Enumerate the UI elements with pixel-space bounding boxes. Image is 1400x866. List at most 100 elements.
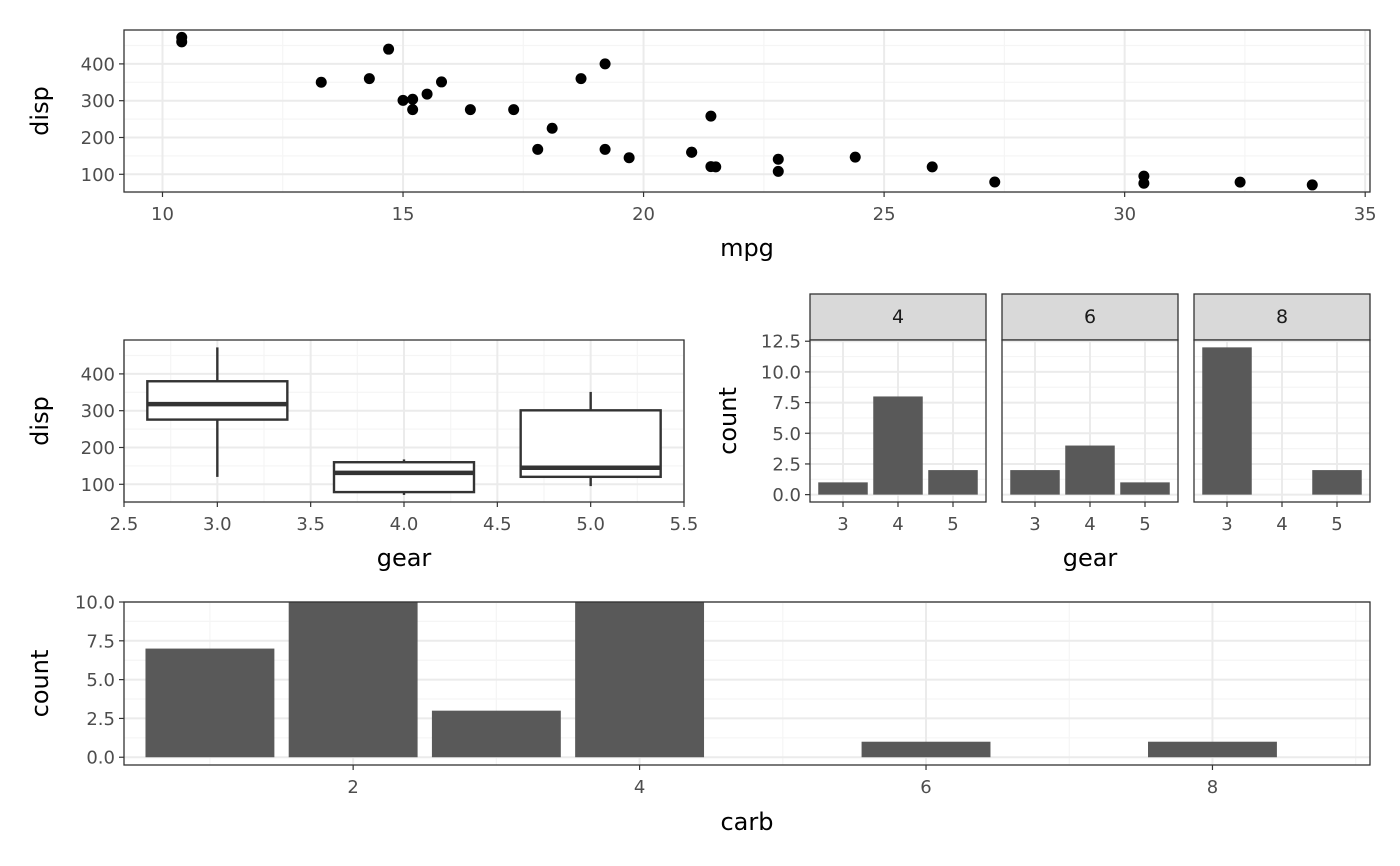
x-tick-label: 20 — [632, 204, 655, 225]
panel-border — [123, 601, 1371, 766]
bar — [818, 482, 868, 495]
y-tick-label: 12.5 — [761, 332, 801, 353]
x-tick-label: 5 — [947, 514, 958, 535]
x-tick-label: 5 — [1139, 514, 1150, 535]
scatter-mpg-disp: 100 200 300 400 10 15 20 25 30 35 mpg disp — [26, 29, 1377, 262]
y-tick-label: 300 — [81, 91, 115, 112]
x-tick-label: 5.5 — [670, 514, 699, 535]
scatter-point — [686, 146, 698, 158]
y-tick-label: 5.0 — [86, 670, 115, 691]
y-tick-label: 7.5 — [86, 631, 115, 652]
scatter-point — [772, 165, 784, 177]
x-tick-label: 3 — [837, 514, 848, 535]
panel-border — [123, 29, 1371, 193]
facet-strip-label: 6 — [1084, 306, 1096, 328]
scatter-point — [407, 104, 419, 116]
y-tick-label: 10.0 — [75, 593, 115, 614]
x-tick-label: 3 — [1029, 514, 1040, 535]
scatter-point — [532, 143, 544, 155]
x-tick-label: 30 — [1113, 204, 1136, 225]
box-body — [146, 380, 289, 421]
facet-strip-label: 4 — [892, 306, 904, 328]
y-tick-label: 5.0 — [772, 424, 801, 445]
x-tick-label: 25 — [873, 204, 896, 225]
y-tick-label: 200 — [81, 128, 115, 149]
x-tick-label: 5.0 — [576, 514, 605, 535]
scatter-point — [575, 73, 587, 85]
facet-strip-label: 8 — [1276, 306, 1288, 328]
bar — [928, 470, 978, 495]
bar — [1148, 741, 1277, 758]
scatter-point — [176, 36, 188, 48]
scatter-point — [464, 104, 476, 116]
scatter-point — [989, 176, 1001, 188]
bar — [1202, 347, 1252, 495]
panel-background — [124, 30, 1370, 192]
x-tick-label: 10 — [151, 204, 174, 225]
scatter-point — [705, 161, 717, 173]
x-axis-label: mpg — [720, 234, 774, 262]
bar — [431, 710, 561, 758]
bar — [145, 648, 275, 758]
x-tick-label: 2 — [347, 777, 358, 798]
bar — [1120, 482, 1170, 495]
scatter-point — [407, 93, 419, 105]
facet-strip — [1001, 293, 1179, 341]
x-tick-label: 4 — [1276, 514, 1287, 535]
y-tick-label: 2.5 — [772, 454, 801, 475]
scatter-point — [436, 76, 448, 88]
scatter-point — [1138, 170, 1150, 182]
x-tick-label: 5 — [1331, 514, 1342, 535]
scatter-point — [315, 76, 327, 88]
bar — [288, 602, 418, 758]
x-tick-label: 4 — [634, 777, 645, 798]
scatter-point — [397, 94, 409, 106]
x-tick-label: 4.0 — [390, 514, 419, 535]
y-tick-label: 100 — [81, 165, 115, 186]
bar-carb-count: 0.0 2.5 5.0 7.5 10.0 2 4 6 8 carb count — [26, 593, 1371, 836]
scatter-point — [421, 88, 433, 100]
scatter-point — [508, 104, 520, 116]
bar — [873, 396, 923, 495]
scatter-point — [705, 110, 717, 122]
x-tick-label: 4 — [1084, 514, 1095, 535]
bar — [1065, 445, 1115, 495]
bar — [1010, 470, 1060, 495]
scatter-point — [599, 58, 611, 70]
x-tick-label: 4 — [892, 514, 903, 535]
x-tick-label: 4.5 — [483, 514, 512, 535]
bar — [1312, 470, 1362, 495]
y-tick-label: 400 — [81, 364, 115, 385]
y-tick-label: 100 — [81, 475, 115, 496]
scatter-point — [623, 152, 635, 164]
x-tick-label: 15 — [392, 204, 415, 225]
x-tick-label: 3.0 — [203, 514, 232, 535]
y-axis-label: disp — [26, 86, 54, 136]
x-tick-label: 3 — [1221, 514, 1232, 535]
y-tick-label: 400 — [81, 54, 115, 75]
x-axis-label: gear — [1063, 544, 1118, 572]
x-tick-label: 2.5 — [110, 514, 139, 535]
x-tick-label: 6 — [920, 777, 931, 798]
y-axis-label: count — [714, 387, 742, 455]
scatter-point — [383, 43, 395, 55]
facet-strip — [1193, 293, 1371, 341]
y-tick-label: 10.0 — [761, 362, 801, 383]
y-axis-label: count — [26, 650, 54, 718]
scatter-point — [1306, 179, 1318, 191]
x-axis-label: gear — [377, 544, 432, 572]
scatter-point — [772, 153, 784, 165]
y-tick-label: 7.5 — [772, 393, 801, 414]
y-tick-label: 300 — [81, 401, 115, 422]
y-tick-label: 200 — [81, 438, 115, 459]
x-tick-label: 35 — [1354, 204, 1377, 225]
scatter-point — [599, 143, 611, 155]
y-tick-label: 0.0 — [86, 748, 115, 769]
x-tick-label: 8 — [1207, 777, 1218, 798]
y-tick-label: 2.5 — [86, 709, 115, 730]
scatter-point — [926, 161, 938, 173]
bar — [861, 741, 991, 758]
boxplot-gear-disp: 100 200 300 400 2.5 3.0 3.5 4.0 4.5 5.0 5.5 gear dis… — [26, 339, 699, 572]
faceted-bar-gear-count: 4 3 4 5 0.0 2.5 5.0 7.5 10.0 12.5 6 3 4 5 8 3 4 5 gear coun… — [714, 293, 1371, 572]
